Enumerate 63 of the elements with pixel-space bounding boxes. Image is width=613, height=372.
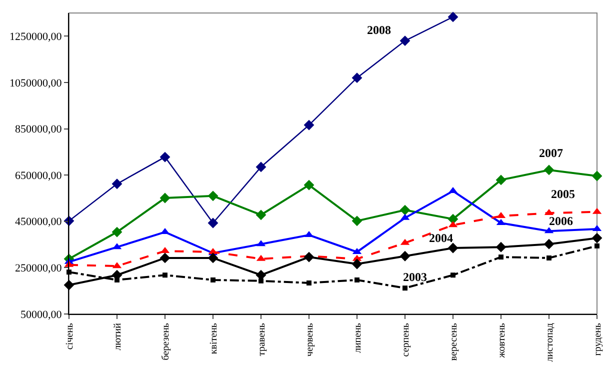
point [352,72,362,84]
point [208,218,218,228]
x-tick-label: червень [304,322,316,356]
y-tick-label: 250000,00 [15,262,62,275]
point [112,226,122,238]
point [592,170,602,182]
series-label: 2004 [429,231,453,245]
point [448,12,458,22]
series-label: 2006 [549,214,573,228]
point [400,204,410,216]
y-tick-label: 1050000,00 [10,77,62,90]
x-tick-label: січень [64,322,76,350]
point [114,277,120,282]
point [210,277,216,282]
series-label: 2007 [539,146,563,160]
point [306,280,312,286]
point [352,258,362,270]
x-tick-label: жовтень [496,322,508,359]
series-label: 2003 [403,270,427,284]
point [498,254,504,260]
point [160,252,170,264]
point [304,180,314,190]
x-tick-label: вересень [448,322,460,361]
x-tick-label: березень [160,322,172,360]
point [594,243,600,248]
point [256,162,266,172]
point [112,178,122,190]
x-tick-label: лютий [112,322,124,350]
series-label: 2008 [367,23,391,37]
y-tick-label: 450000,00 [15,216,62,228]
point [208,190,218,202]
point [256,210,266,220]
x-tick-label: листопад [544,323,556,362]
point [160,152,170,162]
x-tick-label: травень [256,322,268,356]
point [304,252,314,262]
point [450,272,456,278]
y-tick-label: 1250000,00 [10,31,62,43]
point [400,36,410,46]
x-tick-label: липень [352,322,364,354]
point [496,174,506,186]
point [354,277,360,282]
x-tick-label: серпень [400,322,412,357]
y-tick-label: 50000,00 [20,308,62,321]
point [400,250,410,262]
point [258,278,264,284]
point [448,242,458,254]
point [402,286,408,291]
point [208,252,218,264]
point [546,255,552,260]
point [160,192,170,204]
y-tick-label: 650000,00 [15,170,62,182]
point [304,120,314,130]
point [544,164,554,176]
point [496,242,506,252]
x-tick-label: грудень [592,322,604,356]
point [592,232,602,244]
point [544,238,554,250]
x-tick-label: квітень [208,322,220,354]
point [162,272,168,278]
point [352,216,362,226]
series-label: 2005 [551,187,575,201]
y-tick-label: 850000,00 [15,124,62,136]
